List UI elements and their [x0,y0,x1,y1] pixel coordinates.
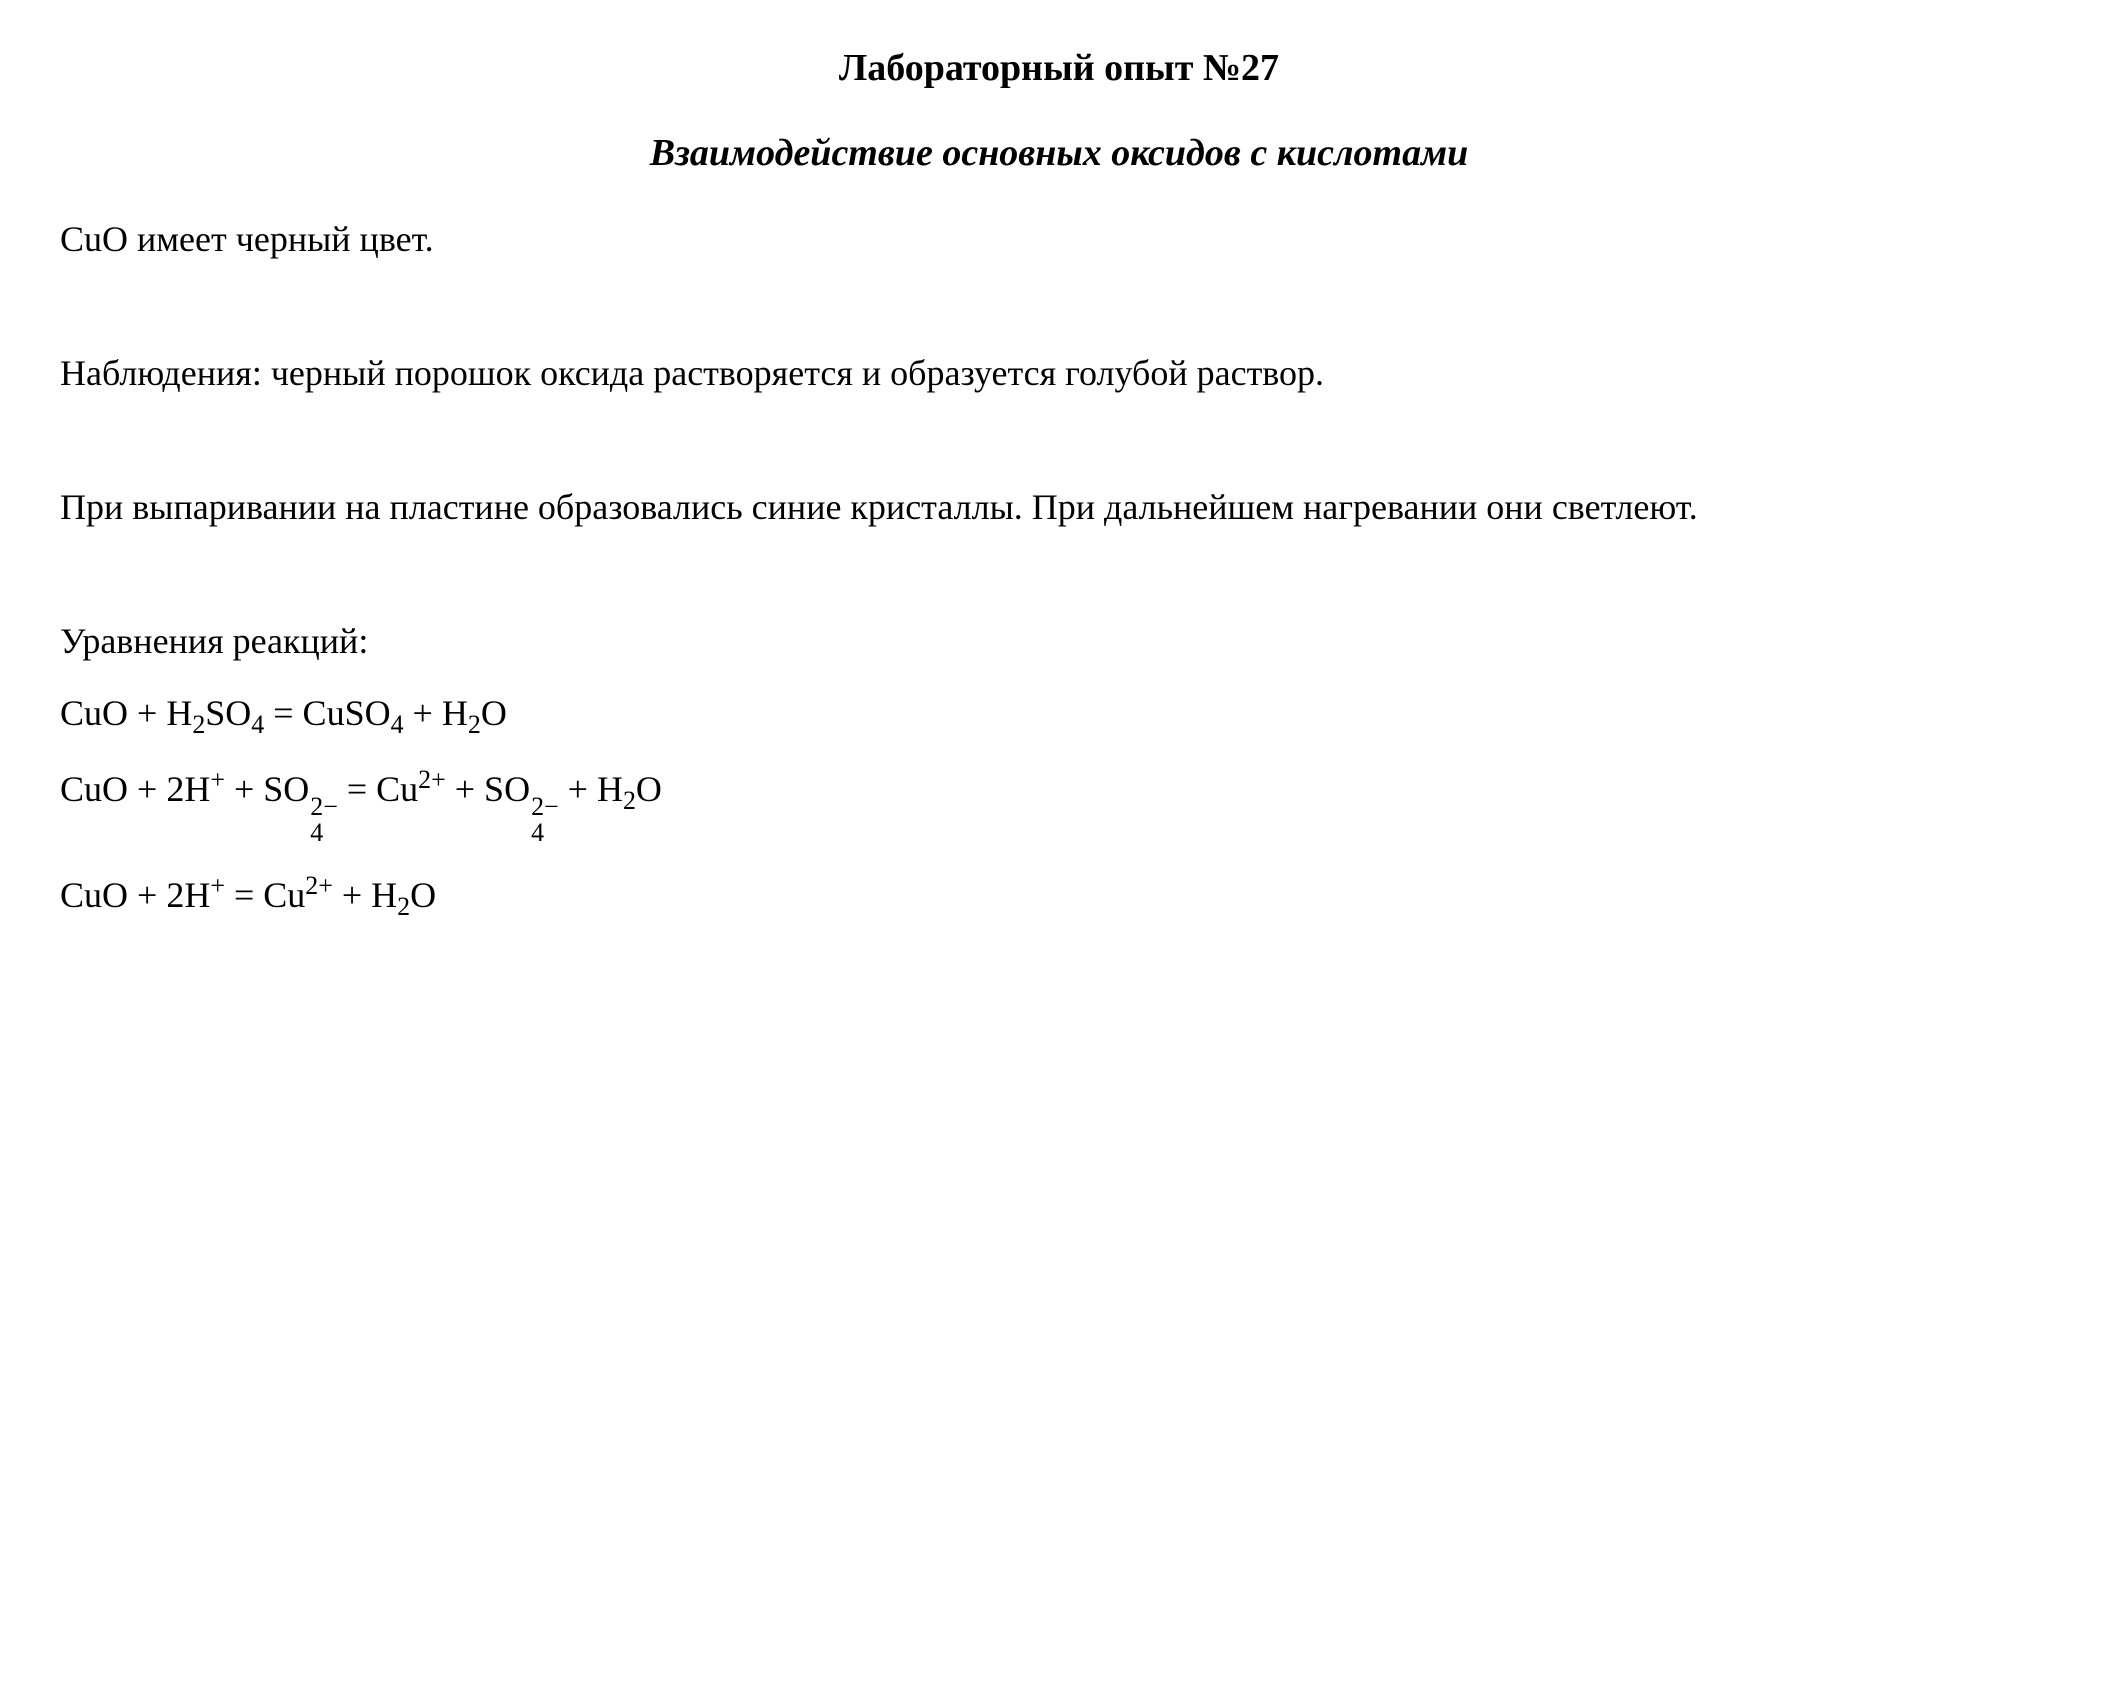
paragraph-2: Наблюдения: черный порошок оксида раство… [60,346,2058,400]
paragraph-1: CuO имеет черный цвет. [60,212,2058,266]
equation-2: CuO + 2H+ + SO2−4 = Cu2+ + SO2−4 + H2O [60,762,2058,846]
equations-label: Уравнения реакций: [60,614,2058,668]
equation-1: CuO + H2SO4 = CuSO4 + H2O [60,686,2058,740]
document-title: Лабораторный опыт №27 [60,40,2058,97]
document-subtitle: Взаимодействие основных оксидов с кислот… [60,125,2058,182]
equation-3: CuO + 2H+ = Cu2+ + H2O [60,868,2058,922]
equations-block: Уравнения реакций: CuO + H2SO4 = CuSO4 +… [60,614,2058,922]
paragraph-3: При выпаривании на пластине образовались… [60,480,2058,534]
